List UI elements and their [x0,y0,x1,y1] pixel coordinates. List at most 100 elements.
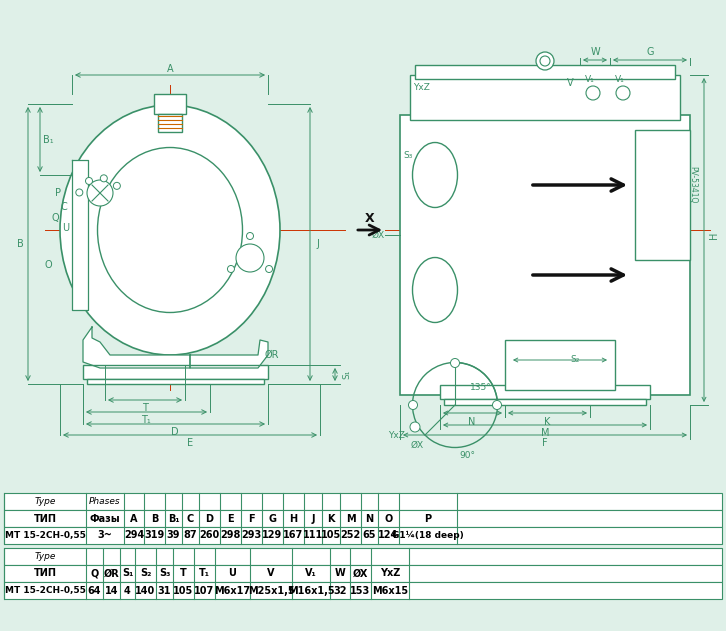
Bar [158,114,182,132]
Text: Type: Type [34,497,56,506]
Circle shape [540,56,550,66]
Text: МТ 15-2СН-0,55: МТ 15-2СН-0,55 [4,586,86,595]
Text: M: M [346,514,355,524]
Circle shape [586,86,600,100]
Text: Type: Type [34,552,56,561]
Text: Phases: Phases [89,497,121,506]
Text: 32: 32 [333,586,347,596]
Text: X: X [365,211,375,225]
Circle shape [266,266,272,273]
Text: ТИП: ТИП [33,569,57,579]
Text: V₁: V₁ [305,569,317,579]
Text: G: G [646,47,653,57]
Circle shape [409,401,417,410]
Text: 3~: 3~ [97,531,113,541]
Text: 153: 153 [351,586,371,596]
Circle shape [451,358,460,367]
Text: E: E [187,438,193,448]
Text: 298: 298 [220,531,241,541]
Text: ØX: ØX [410,440,423,449]
Text: C: C [61,202,68,212]
Text: МТ 15-2СН-0,55: МТ 15-2СН-0,55 [4,531,86,540]
Text: M: M [541,428,550,438]
Text: 129: 129 [262,531,282,541]
Text: W: W [590,47,600,57]
Text: 64: 64 [88,586,101,596]
Text: M16x1,5: M16x1,5 [287,586,334,596]
Text: ТИП: ТИП [33,514,57,524]
Bar [4,548,722,565]
Text: YxZ: YxZ [380,569,400,579]
Bar [4,582,722,599]
Text: F: F [542,438,548,448]
Ellipse shape [60,105,280,355]
Text: V: V [267,569,274,579]
Text: 31: 31 [158,586,171,596]
Text: PV-5341Q: PV-5341Q [688,167,698,204]
Ellipse shape [412,257,457,322]
Text: E: E [227,514,234,524]
Text: ØR: ØR [265,350,280,360]
Text: G1¼(18 deep): G1¼(18 deep) [392,531,464,540]
Text: S₂: S₂ [571,355,579,365]
Text: ØR: ØR [104,569,119,579]
Text: S₃: S₃ [404,151,412,160]
Text: V₁: V₁ [585,76,595,85]
Text: 65: 65 [363,531,376,541]
Circle shape [536,52,554,70]
Text: H: H [709,232,719,239]
Text: T: T [142,403,148,413]
Text: 260: 260 [200,531,220,541]
Text: D: D [205,514,213,524]
Bar [4,565,722,582]
Text: 135°: 135° [470,382,492,391]
Bar [154,94,186,114]
Text: 124: 124 [378,531,399,541]
Text: P: P [55,188,61,198]
Circle shape [76,189,83,196]
Text: T: T [180,569,187,579]
Text: 293: 293 [241,531,261,541]
Text: K: K [544,417,550,427]
Text: 111: 111 [303,531,323,541]
Text: U: U [229,569,237,579]
Bar [83,365,268,379]
Text: V: V [567,78,574,88]
Text: B₁: B₁ [43,135,53,145]
Bar [415,65,675,79]
Circle shape [86,177,92,184]
Text: H: H [290,514,298,524]
Circle shape [87,180,113,206]
Text: ØX: ØX [353,569,368,579]
Text: 14: 14 [105,586,118,596]
Circle shape [113,182,121,189]
Bar [444,399,646,405]
Text: N: N [468,417,476,427]
Text: YxZ: YxZ [414,83,431,91]
Text: 105: 105 [321,531,341,541]
Text: T₁: T₁ [199,569,210,579]
Text: ØX: ØX [372,230,385,240]
Text: U: U [62,223,70,233]
Text: 39: 39 [167,531,180,541]
Polygon shape [83,327,190,368]
Text: 107: 107 [195,586,215,596]
Text: N: N [365,514,374,524]
Text: B: B [151,514,158,524]
Text: O: O [384,514,393,524]
Text: A: A [130,514,138,524]
Polygon shape [72,160,88,310]
Text: K: K [327,514,335,524]
Text: M6x15: M6x15 [372,586,408,596]
Text: 4: 4 [124,586,131,596]
Text: O: O [44,260,52,270]
Circle shape [410,422,420,432]
Polygon shape [190,340,268,368]
Circle shape [227,266,234,273]
Bar [505,340,615,390]
Bar [4,510,722,527]
Circle shape [492,401,502,410]
Bar [400,115,690,395]
Ellipse shape [412,143,457,208]
Text: A: A [167,64,174,74]
